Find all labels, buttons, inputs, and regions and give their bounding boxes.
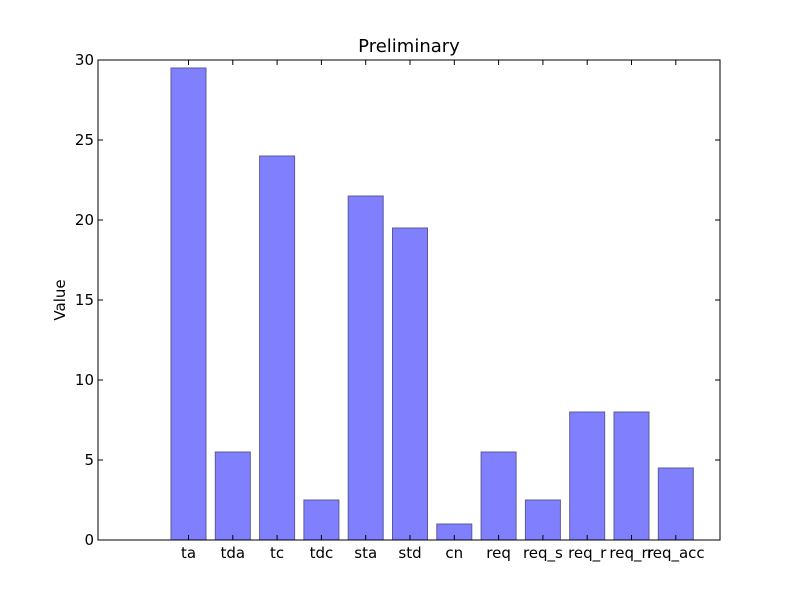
x-tick-label-tda: tda [220,544,245,562]
x-ticks-group: ta tda tc tdc sta std cn req req_s req_r req_rrreq… [181,60,705,563]
x-tick-label-req_s: req_s [523,544,563,563]
x-tick-label-tdc: tdc [310,544,334,562]
y-tick-label-25: 25 [75,131,94,149]
x-tick-label-cn: cn [445,544,463,562]
bar-req_r [569,411,606,541]
y-tick-label-10: 10 [75,371,94,389]
y-axis-label: Value [51,279,69,320]
y-tick-label-0: 0 [84,531,94,549]
x-tick-label-req_acc: req_acc [647,544,705,563]
x-tick-label-sta: sta [354,544,377,562]
y-tick-label-15: 15 [75,291,94,309]
bar-sta [347,195,384,541]
bar-tda [214,451,251,541]
bars-group [170,67,694,541]
bar-ta [170,67,207,541]
y-tick-label-20: 20 [75,211,94,229]
y-ticks-group: 0 5 10 15 20 25 30 [75,51,720,549]
x-tick-label-tc: tc [270,544,284,562]
x-tick-label-req_rr: req_rr [609,544,654,563]
x-tick-label-req_r: req_r [568,544,607,563]
x-tick-label-req: req [486,544,511,562]
y-tick-label-30: 30 [75,51,94,69]
bar-tc [259,155,296,541]
bar-tdc [303,499,340,541]
bar-req [480,451,517,541]
x-tick-label-std: std [398,544,421,562]
y-tick-label-5: 5 [84,451,94,469]
bar-req_rr [613,411,650,541]
x-tick-label-ta: ta [181,544,196,562]
chart-title: Preliminary [358,36,460,57]
bar-req_acc [657,467,694,541]
plot-frame [97,59,721,541]
bar-std [392,227,428,541]
bar-req_s [524,499,561,541]
